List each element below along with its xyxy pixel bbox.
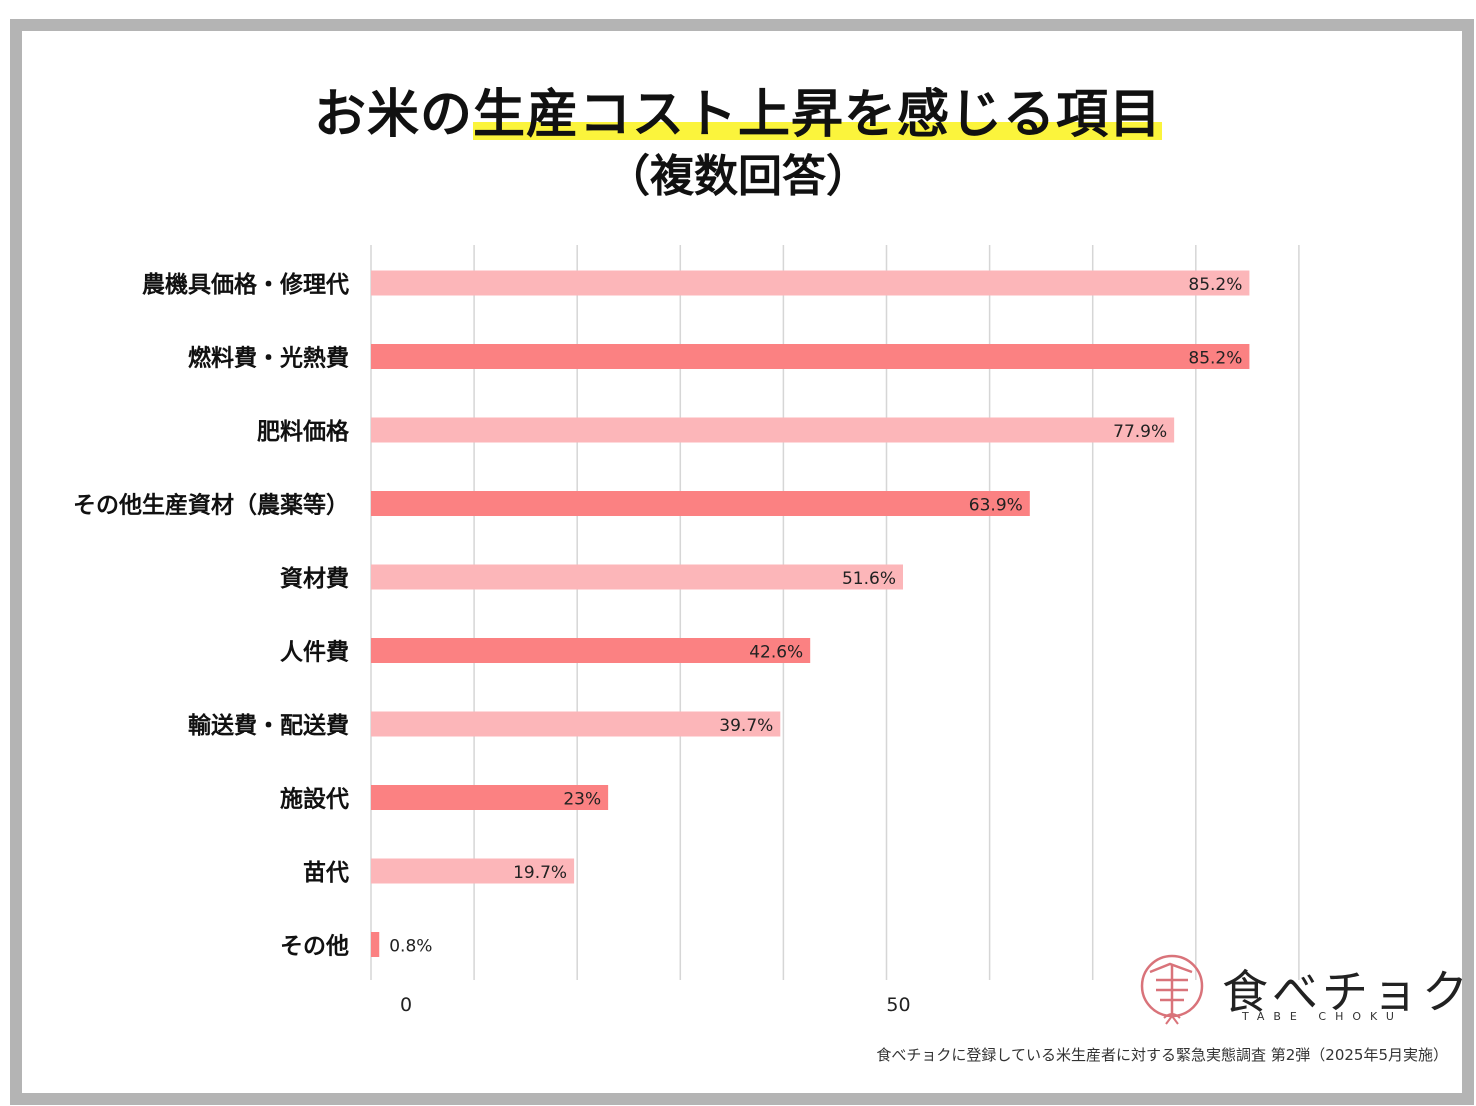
bar	[371, 491, 1030, 516]
category-label: 輸送費・配送費	[188, 712, 349, 739]
bar	[371, 417, 1175, 443]
data-label: 77.9%	[1113, 422, 1167, 442]
category-label: 人件費	[280, 640, 349, 666]
tabechoku-seal-icon	[1140, 954, 1204, 1025]
category-label: 肥料価格	[257, 418, 350, 445]
data-label: 23%	[563, 790, 601, 810]
data-label: 85.2%	[1188, 275, 1242, 295]
data-label: 19.7%	[513, 863, 567, 883]
data-label: 0.8%	[389, 937, 432, 957]
data-label: 85.2%	[1188, 349, 1242, 369]
bar	[371, 344, 1250, 369]
category-label: 施設代	[280, 786, 349, 813]
data-label: 42.6%	[749, 643, 803, 663]
bar	[371, 270, 1250, 296]
chart-title-highlight: 生産コスト上昇を感じる項目	[473, 85, 1163, 145]
bar	[371, 785, 609, 810]
data-label: 51.6%	[842, 569, 896, 589]
category-label: 燃料費・光熱費	[188, 345, 349, 372]
tabechoku-logo: 食べチョク TABE CHOKU	[1136, 952, 1468, 1032]
category-label: その他	[280, 934, 349, 960]
logo-wordmark: 食べチョク	[1222, 965, 1472, 1019]
chart-frame	[10, 19, 1474, 1105]
chart-title-plain: お米の	[313, 85, 473, 145]
bar	[371, 858, 575, 884]
data-label: 63.9%	[969, 496, 1023, 516]
x-tick-label: 0	[400, 994, 412, 1016]
data-label: 39.7%	[719, 716, 773, 736]
category-label: 農機具価格・修理代	[142, 271, 349, 298]
bar	[371, 932, 380, 957]
chart-title: お米の生産コスト上昇を感じる項目	[0, 72, 1476, 147]
category-label: 資材費	[280, 565, 349, 592]
bar	[371, 564, 903, 590]
category-label: 苗代	[303, 860, 349, 886]
chart-subtitle: （複数回答）	[606, 151, 870, 202]
bar	[371, 711, 781, 737]
bar	[371, 638, 811, 663]
category-label: その他生産資材（農薬等）	[73, 492, 349, 519]
survey-footnote: 食べチョクに登録している米生産者に対する緊急実態調査 第2弾（2025年5月実施…	[876, 1046, 1448, 1064]
x-tick-label: 50	[886, 994, 910, 1016]
logo-subtext: TABE CHOKU	[1242, 1010, 1403, 1023]
